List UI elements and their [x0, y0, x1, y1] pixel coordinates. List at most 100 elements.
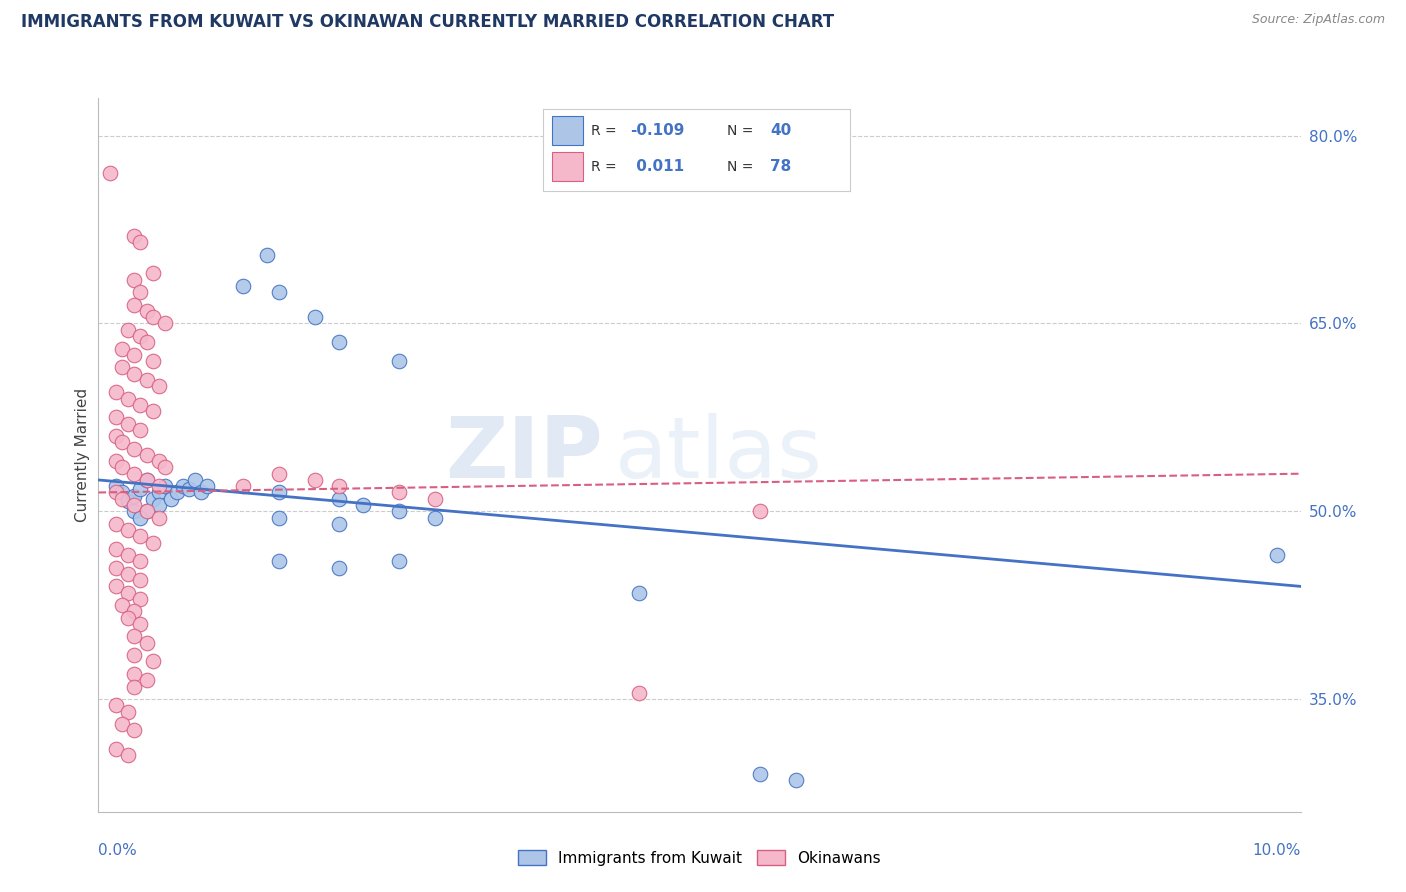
Point: [141, 404, 163, 418]
Point: [267, 467, 290, 481]
Point: [141, 655, 163, 669]
Point: [148, 485, 170, 500]
Text: 78: 78: [770, 159, 792, 174]
Point: [117, 523, 139, 537]
Point: [232, 479, 254, 493]
Point: [304, 310, 326, 325]
Point: [135, 673, 157, 688]
Point: [117, 548, 139, 562]
Point: [135, 504, 157, 518]
Point: [328, 516, 350, 531]
Point: [105, 516, 128, 531]
Text: R =: R =: [591, 160, 620, 174]
Text: R =: R =: [591, 124, 620, 137]
Point: [124, 442, 146, 456]
Point: [141, 310, 163, 325]
Point: [628, 686, 651, 700]
Point: [105, 579, 128, 593]
Point: [124, 498, 146, 512]
Point: [267, 285, 290, 300]
Point: [117, 610, 139, 624]
Legend: Immigrants from Kuwait, Okinawans: Immigrants from Kuwait, Okinawans: [512, 844, 887, 871]
Point: [135, 448, 157, 462]
Point: [352, 498, 374, 512]
Point: [628, 585, 651, 599]
Point: [148, 454, 170, 468]
Point: [129, 398, 152, 412]
Point: [328, 491, 350, 506]
Point: [159, 491, 181, 506]
Point: [124, 467, 146, 481]
Point: [141, 535, 163, 549]
Point: [111, 485, 134, 500]
Point: [129, 573, 152, 587]
Point: [748, 767, 770, 781]
Point: [129, 616, 152, 631]
Point: [124, 348, 146, 362]
Point: [388, 485, 411, 500]
Point: [135, 504, 157, 518]
Text: 0.011: 0.011: [630, 159, 683, 174]
Point: [117, 585, 139, 599]
Y-axis label: Currently Married: Currently Married: [75, 388, 90, 522]
Bar: [553, 116, 583, 145]
Point: [105, 479, 128, 493]
Point: [124, 680, 146, 694]
Text: -0.109: -0.109: [630, 123, 685, 138]
Point: [148, 379, 170, 393]
Point: [100, 166, 122, 180]
Point: [117, 417, 139, 431]
Text: IMMIGRANTS FROM KUWAIT VS OKINAWAN CURRENTLY MARRIED CORRELATION CHART: IMMIGRANTS FROM KUWAIT VS OKINAWAN CURRE…: [21, 13, 834, 31]
Point: [117, 392, 139, 406]
Point: [105, 429, 128, 443]
Point: [135, 373, 157, 387]
Point: [105, 485, 128, 500]
Point: [124, 604, 146, 618]
Point: [124, 723, 146, 738]
Point: [153, 317, 176, 331]
Point: [111, 360, 134, 375]
Point: [166, 485, 188, 500]
Point: [129, 235, 152, 249]
Point: [1265, 548, 1288, 562]
Point: [148, 479, 170, 493]
Text: 0.0%: 0.0%: [98, 843, 138, 858]
Text: N =: N =: [727, 124, 758, 137]
Point: [124, 489, 146, 503]
Point: [135, 636, 157, 650]
Point: [388, 554, 411, 568]
Point: [129, 510, 152, 524]
Text: N =: N =: [727, 160, 758, 174]
Point: [129, 285, 152, 300]
Point: [105, 560, 128, 574]
Point: [111, 491, 134, 506]
Point: [105, 541, 128, 556]
Point: [328, 479, 350, 493]
Point: [328, 560, 350, 574]
Point: [267, 554, 290, 568]
Point: [117, 705, 139, 719]
Point: [117, 494, 139, 508]
Point: [135, 473, 157, 487]
Point: [232, 279, 254, 293]
Point: [153, 479, 176, 493]
Point: [105, 454, 128, 468]
Point: [105, 698, 128, 713]
Point: [124, 367, 146, 381]
Point: [124, 504, 146, 518]
Point: [135, 473, 157, 487]
Point: [111, 598, 134, 612]
Point: [141, 266, 163, 280]
Point: [785, 773, 807, 788]
Point: [117, 323, 139, 337]
Point: [135, 335, 157, 350]
Point: [111, 717, 134, 731]
Point: [129, 591, 152, 606]
Point: [129, 423, 152, 437]
Point: [111, 342, 134, 356]
Point: [388, 354, 411, 368]
Point: [153, 460, 176, 475]
Point: [129, 554, 152, 568]
Point: [190, 485, 212, 500]
Point: [256, 247, 278, 261]
